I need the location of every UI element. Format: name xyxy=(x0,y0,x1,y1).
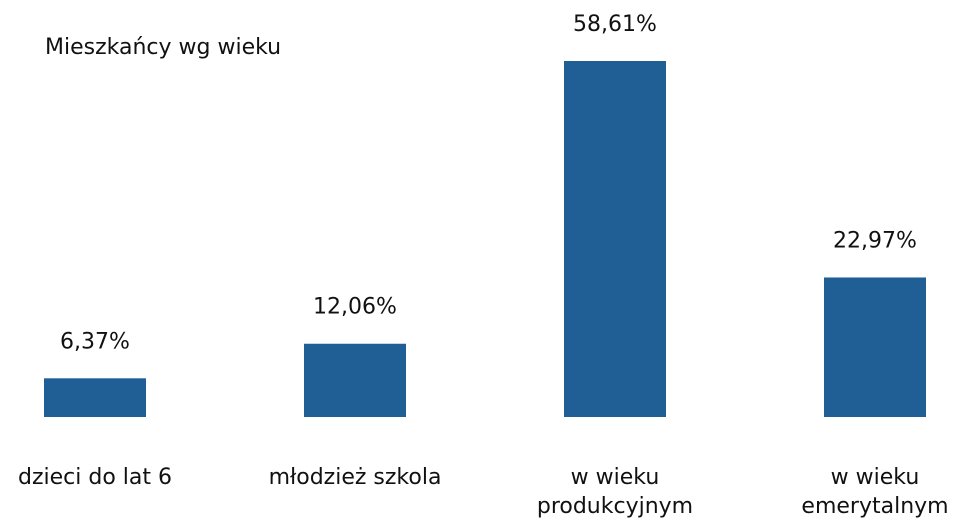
bar xyxy=(564,61,666,417)
x-tick-label: dzieci do lat 6 xyxy=(18,465,172,490)
value-label: 6,37% xyxy=(60,329,130,354)
value-label: 22,97% xyxy=(833,228,917,253)
bar xyxy=(304,343,406,417)
bar xyxy=(824,277,926,417)
x-tick-label: w wieku emerytalnym xyxy=(801,465,948,519)
value-label: 12,06% xyxy=(313,295,397,320)
x-tick-label: w wieku produkcyjnym xyxy=(537,465,693,519)
bar xyxy=(44,378,146,417)
value-label: 58,61% xyxy=(573,12,657,37)
x-tick-label: młodzież szkola xyxy=(269,465,442,490)
chart-title: Mieszkańcy wg wieku xyxy=(45,35,281,60)
